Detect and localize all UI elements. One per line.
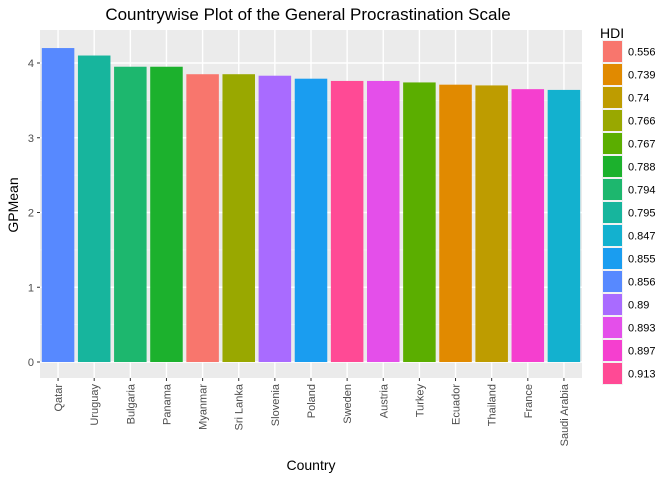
legend-entry-label: 0.897 xyxy=(628,346,656,358)
legend-entry-label: 0.893 xyxy=(628,323,656,335)
legend-entry-label: 0.856 xyxy=(628,277,656,289)
y-tick-label: 4 xyxy=(28,58,34,70)
x-tick-label: Slovenia xyxy=(270,383,282,426)
legend-entry-label: 0.556 xyxy=(628,47,656,59)
bar-slovenia xyxy=(258,75,292,363)
x-tick-label: Bulgaria xyxy=(125,383,137,424)
y-tick-label: 0 xyxy=(28,357,34,369)
bar-panama xyxy=(150,66,183,363)
legend-swatch xyxy=(603,87,622,108)
bar-qatar xyxy=(41,48,75,363)
bar-ecuador xyxy=(439,84,472,363)
y-tick-label: 2 xyxy=(28,208,34,220)
x-axis-title: Country xyxy=(286,457,335,473)
legend: HDI 0.556 0.739 0.74 0.766 0.767 0.788 0.794 0.… xyxy=(600,25,656,385)
bar-austria xyxy=(367,80,400,362)
y-tick-label: 3 xyxy=(28,133,34,145)
legend-entry-label: 0.739 xyxy=(628,70,656,82)
x-tick-label: Austria xyxy=(378,383,390,418)
legend-title: HDI xyxy=(600,25,624,41)
legend-swatch xyxy=(603,340,622,361)
x-tick-label: Myanmar xyxy=(198,384,210,430)
chart-title: Countrywise Plot of the General Procrast… xyxy=(105,5,510,24)
legend-entry-label: 0.788 xyxy=(628,162,656,174)
bar-uruguay xyxy=(77,55,111,363)
legend-swatch xyxy=(603,248,622,269)
legend-entry-label: 0.89 xyxy=(628,300,649,312)
legend-entry-label: 0.795 xyxy=(628,208,656,220)
legend-entry-label: 0.847 xyxy=(628,231,656,243)
legend-entry-label: 0.766 xyxy=(628,116,656,128)
bar-poland xyxy=(294,78,328,362)
legend-swatch xyxy=(603,225,622,246)
y-axis-title: GPMean xyxy=(5,177,21,232)
legend-entry-label: 0.767 xyxy=(628,139,656,151)
x-tick-label: Panama xyxy=(161,383,173,425)
x-axis: Qatar Uruguay Bulgaria Panama Myanmar Sri Lan… xyxy=(53,378,571,446)
bar-thailand xyxy=(475,85,508,363)
legend-swatch xyxy=(603,64,622,85)
legend-swatch xyxy=(603,363,622,384)
bar-saudi-arabia xyxy=(547,89,581,362)
x-tick-label: Sweden xyxy=(342,384,354,424)
y-axis: 0 1 2 3 4 xyxy=(28,58,40,369)
x-tick-label: Qatar xyxy=(53,384,65,412)
y-tick-label: 1 xyxy=(28,282,34,294)
legend-entry-label: 0.913 xyxy=(628,369,656,381)
bar-turkey xyxy=(403,82,436,362)
bar-myanmar xyxy=(186,74,219,363)
x-tick-label: Poland xyxy=(306,384,318,418)
legend-entry-label: 0.855 xyxy=(628,254,656,266)
x-tick-label: Thailand xyxy=(487,384,499,426)
legend-swatch xyxy=(603,317,622,338)
legend-swatch xyxy=(603,156,622,177)
x-tick-label: Ecuador xyxy=(451,384,463,425)
x-tick-label: Saudi Arabia xyxy=(559,383,571,446)
x-tick-label: Turkey xyxy=(414,384,426,418)
legend-swatch xyxy=(603,202,622,223)
x-tick-label: Sri Lanka xyxy=(234,383,246,430)
bar-sweden xyxy=(330,80,364,362)
legend-swatch xyxy=(603,133,622,154)
legend-entry-label: 0.794 xyxy=(628,185,656,197)
x-tick-label: Uruguay xyxy=(89,384,101,426)
legend-entry-label: 0.74 xyxy=(628,93,649,105)
legend-swatch xyxy=(603,294,622,315)
legend-swatch xyxy=(603,41,622,62)
x-tick-label: France xyxy=(523,384,535,418)
legend-swatch xyxy=(603,110,622,131)
bar-bulgaria xyxy=(114,66,147,363)
bar-sri-lanka xyxy=(222,74,255,363)
legend-swatch xyxy=(603,271,622,292)
legend-swatch xyxy=(603,179,622,200)
bar-france xyxy=(511,89,545,362)
bars xyxy=(41,48,581,363)
